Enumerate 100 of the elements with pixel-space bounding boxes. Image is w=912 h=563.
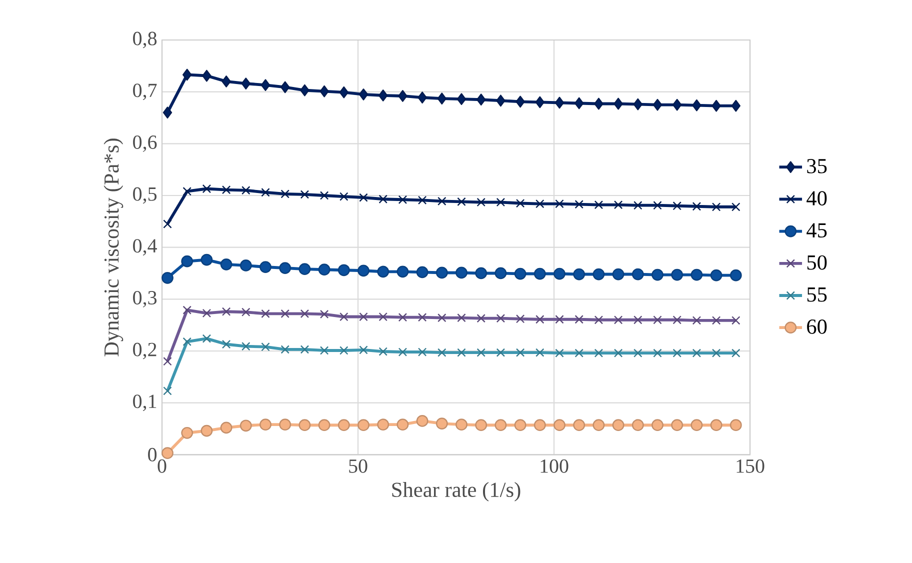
- point: [634, 348, 642, 358]
- point: [300, 190, 310, 199]
- point: [222, 186, 231, 194]
- point: [338, 419, 350, 432]
- point: [592, 419, 605, 432]
- point: [378, 312, 388, 322]
- point: [220, 422, 232, 434]
- point: [732, 316, 740, 325]
- point: [280, 345, 290, 354]
- point: [260, 79, 270, 92]
- point: [438, 314, 446, 322]
- y-axis-title: Dynamic viscosity (Pa*s): [104, 138, 124, 357]
- point: [535, 96, 544, 108]
- point: [261, 188, 270, 197]
- point: [612, 419, 624, 432]
- point: [555, 315, 564, 324]
- point: [418, 348, 427, 357]
- point: [457, 348, 466, 358]
- y-tick-label: 0: [148, 448, 157, 462]
- point: [416, 415, 428, 428]
- point: [261, 342, 270, 352]
- point: [358, 88, 368, 101]
- point: [279, 262, 292, 274]
- point: [652, 419, 664, 432]
- point: [437, 92, 446, 105]
- point: [318, 264, 330, 276]
- point: [280, 309, 290, 318]
- point: [320, 346, 329, 356]
- point: [594, 200, 604, 210]
- point: [494, 419, 507, 432]
- point: [652, 269, 664, 281]
- y-tick-label: 0,3: [133, 291, 157, 308]
- point: [182, 306, 192, 315]
- point: [710, 419, 722, 432]
- x-axis-title: Shear rate (1/s): [392, 482, 520, 502]
- point: [632, 268, 644, 280]
- point: [671, 419, 684, 432]
- point: [516, 96, 525, 108]
- point: [594, 98, 604, 110]
- point: [340, 192, 348, 202]
- point: [536, 200, 544, 208]
- point: [318, 419, 330, 432]
- point: [653, 201, 662, 210]
- point: [692, 100, 702, 112]
- point: [554, 419, 566, 432]
- point: [359, 193, 368, 202]
- point: [672, 99, 682, 111]
- point: [162, 272, 174, 284]
- point: [534, 268, 546, 280]
- point: [260, 261, 272, 274]
- point: [730, 270, 742, 282]
- point: [732, 348, 740, 358]
- point: [202, 184, 212, 194]
- point: [672, 202, 682, 210]
- point: [574, 200, 584, 209]
- point: [692, 202, 702, 211]
- point: [222, 340, 231, 349]
- point: [652, 99, 662, 111]
- point: [554, 96, 564, 109]
- point: [181, 427, 194, 439]
- point: [731, 100, 740, 112]
- point: [634, 201, 642, 210]
- legend-label: 40: [806, 191, 827, 206]
- point: [222, 307, 231, 316]
- point: [242, 186, 250, 195]
- point: [692, 348, 702, 358]
- y-tick-label: 0,5: [133, 187, 157, 204]
- point: [712, 348, 721, 358]
- point: [162, 447, 174, 460]
- point: [710, 270, 722, 282]
- point: [242, 308, 250, 317]
- x-tick-label: 100: [540, 460, 568, 474]
- point: [672, 316, 682, 324]
- point: [516, 199, 525, 208]
- point: [298, 263, 311, 276]
- point: [690, 269, 703, 281]
- point: [692, 316, 702, 325]
- point: [594, 348, 604, 358]
- point: [475, 267, 488, 280]
- point: [398, 348, 408, 357]
- point: [418, 313, 427, 322]
- point: [416, 266, 428, 278]
- point: [574, 97, 584, 110]
- point: [592, 268, 605, 280]
- point: [339, 86, 348, 98]
- point: [456, 93, 466, 106]
- point: [279, 418, 292, 431]
- point: [300, 345, 310, 354]
- point: [634, 316, 642, 324]
- point: [398, 90, 408, 102]
- point: [358, 419, 370, 432]
- point: [516, 348, 525, 358]
- y-tick-label: 0,7: [133, 84, 157, 100]
- point: [438, 348, 446, 358]
- y-tick-label: 0,6: [133, 136, 157, 152]
- point: [300, 84, 310, 96]
- point: [320, 86, 329, 98]
- point: [475, 419, 488, 432]
- legend-label: 55: [807, 288, 827, 302]
- point: [261, 309, 270, 318]
